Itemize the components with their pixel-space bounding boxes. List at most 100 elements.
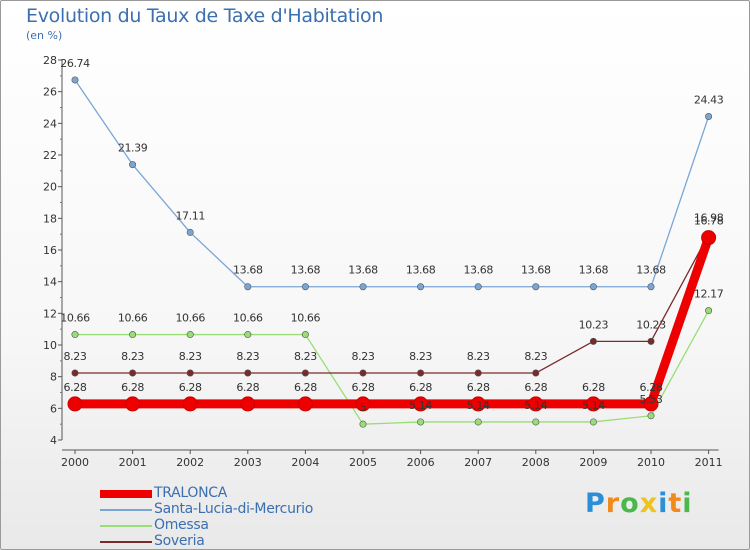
data-point xyxy=(182,396,198,412)
data-label: 12.17 xyxy=(694,288,724,301)
data-label: 10.66 xyxy=(60,312,90,325)
x-tick-label: 2005 xyxy=(349,456,377,469)
data-point xyxy=(647,283,655,291)
data-point xyxy=(71,76,79,84)
data-point xyxy=(129,161,137,169)
data-label: 8.23 xyxy=(467,350,490,363)
data-label: 6.28 xyxy=(294,381,317,394)
data-point xyxy=(359,283,367,291)
data-label: 13.68 xyxy=(579,264,609,277)
data-point xyxy=(129,331,137,339)
data-label: 8.23 xyxy=(179,350,202,363)
x-tick-label: 2002 xyxy=(176,456,204,469)
data-point xyxy=(297,396,313,412)
data-point xyxy=(413,396,429,412)
data-label: 8.23 xyxy=(64,350,87,363)
data-label: 26.74 xyxy=(60,57,90,70)
data-point xyxy=(474,283,482,291)
data-point xyxy=(417,283,425,291)
data-label: 6.28 xyxy=(236,381,259,394)
data-label: 13.68 xyxy=(348,264,378,277)
legend-label: Soveria xyxy=(154,533,205,549)
series-line-santa-lucia-di-mercurio xyxy=(74,79,710,288)
data-point xyxy=(125,396,141,412)
data-point xyxy=(301,331,309,339)
series-line-omessa xyxy=(74,309,710,425)
data-point xyxy=(474,418,482,426)
legend-label: TRALONCA xyxy=(154,485,228,501)
logo-letter: t xyxy=(668,488,683,519)
data-label: 16.98 xyxy=(694,211,724,224)
data-point xyxy=(244,369,252,377)
data-point xyxy=(244,283,252,291)
data-label: 5.14 xyxy=(409,399,432,412)
legend-label: Santa-Lucia-di-Mercurio xyxy=(154,501,313,517)
data-label: 8.23 xyxy=(524,350,547,363)
logo-letter: i xyxy=(658,488,669,519)
data-label: 6.28 xyxy=(467,381,490,394)
data-point xyxy=(474,369,482,377)
chart-subtitle: (en %) xyxy=(26,29,63,42)
logo-letter: x xyxy=(639,488,659,519)
y-tick-label: 8 xyxy=(50,371,57,384)
data-label: 16.78 xyxy=(694,215,724,228)
data-label: 10.23 xyxy=(636,318,666,331)
x-tick-label: 2004 xyxy=(291,456,319,469)
data-point xyxy=(705,113,713,121)
y-tick-label: 26 xyxy=(43,86,57,99)
x-tick-label: 2009 xyxy=(579,456,607,469)
legend-swatch xyxy=(100,509,152,511)
legend-swatch xyxy=(100,490,152,498)
data-point xyxy=(301,283,309,291)
proxiti-logo: Proxiti xyxy=(585,488,693,519)
data-label: 6.28 xyxy=(524,381,547,394)
legend-swatch xyxy=(100,541,152,543)
data-label: 5.53 xyxy=(640,393,663,406)
x-tick-label: 2000 xyxy=(61,456,89,469)
data-label: 10.23 xyxy=(579,318,609,331)
x-tick-label: 2006 xyxy=(407,456,435,469)
data-label: 6.28 xyxy=(582,381,605,394)
data-point xyxy=(359,369,367,377)
x-tick-label: 2003 xyxy=(234,456,262,469)
data-label: 8.23 xyxy=(294,350,317,363)
logo-letter: o xyxy=(620,488,640,519)
y-tick-label: 10 xyxy=(43,339,57,352)
x-tick-label: 2001 xyxy=(119,456,147,469)
data-label: 6.28 xyxy=(352,381,375,394)
y-tick-label: 18 xyxy=(43,212,57,225)
data-point xyxy=(470,396,486,412)
data-label: 6.28 xyxy=(640,381,663,394)
data-point xyxy=(186,228,194,236)
data-point xyxy=(532,369,540,377)
data-point xyxy=(532,418,540,426)
data-label: 21.39 xyxy=(118,142,148,155)
data-point xyxy=(186,331,194,339)
data-point xyxy=(71,331,79,339)
series-line-soveria xyxy=(74,233,710,374)
data-label: 10.66 xyxy=(233,312,263,325)
data-label: 13.68 xyxy=(291,264,321,277)
data-point xyxy=(585,396,601,412)
data-point xyxy=(355,396,371,412)
legend-label: Omessa xyxy=(154,517,209,533)
data-point xyxy=(643,396,659,412)
y-tick-label: 4 xyxy=(50,434,57,447)
data-point xyxy=(359,420,367,428)
y-tick-label: 24 xyxy=(43,117,57,130)
data-point xyxy=(647,412,655,420)
y-tick-label: 6 xyxy=(50,402,57,415)
y-tick-label: 20 xyxy=(43,181,57,194)
data-label: 10.66 xyxy=(118,312,148,325)
logo-letter: P xyxy=(585,488,606,519)
y-tick-label: 14 xyxy=(43,276,57,289)
data-label: 8.23 xyxy=(121,350,144,363)
data-point xyxy=(705,307,713,315)
data-point xyxy=(647,337,655,345)
data-point xyxy=(244,331,252,339)
data-label: 5.14 xyxy=(524,399,547,412)
data-label: 10.66 xyxy=(175,312,205,325)
data-label: 5.14 xyxy=(582,399,605,412)
data-label: 8.23 xyxy=(236,350,259,363)
y-tick-label: 12 xyxy=(43,307,57,320)
